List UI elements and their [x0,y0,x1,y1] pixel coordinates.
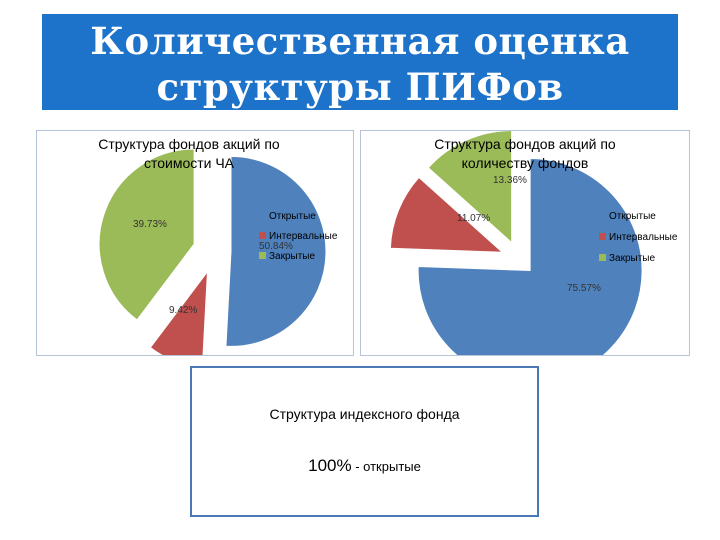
chart-panel-value: 50.84% 9.42% 39.73% Открытые Интервальные Зак… [36,130,354,356]
data-label-3: 39.73% [133,219,167,230]
legend-label-2: Интервальные [269,231,338,242]
chart-title: Структура фондов акций по стоимости ЧА [98,136,280,171]
index-fund-box: Структура индексного фонда 100% - открыт… [190,366,539,517]
pie-slice-1 [225,155,327,347]
pie-slice-2 [389,176,504,253]
index-fund-value: 100% - открытые [192,456,537,476]
legend-label-3: Закрытые [269,251,315,262]
chart-title: Структура фондов акций по количеству фонд… [434,136,616,171]
title-band [42,14,678,110]
legend-label-2: Интервальные [609,232,678,243]
slide-title-line-2: структуры ПИФов [156,65,564,109]
slide-title: Количественная оценка структуры ПИФов [42,18,678,110]
pie-slice-3 [98,148,195,321]
data-label-2: 11.07% [457,213,490,224]
legend-swatch-3 [259,252,266,259]
index-fund-type: - открытые [351,459,421,474]
chart-panel-count: 75.57% 11.07% 13.36% Открытые Интервальные За… [360,130,690,356]
data-label-1: 50.84% [259,241,293,252]
legend-label-1: Открытые [269,211,316,222]
pie-chart-value: 50.84% 9.42% 39.73% Открытые Интервальные Зак… [98,136,338,355]
index-fund-percent: 100% [308,456,352,475]
index-fund-title: Структура индексного фонда [269,406,460,422]
data-label-2: 9.42% [169,305,197,316]
pie-chart-count: 75.57% 11.07% 13.36% Открытые Интервальные За… [389,131,678,355]
legend-swatch-2 [259,232,266,239]
pie-slice-3 [427,131,513,244]
slide-title-line-1: Количественная оценка [90,19,630,63]
legend-swatch-1 [259,212,266,219]
pie-slice-2 [149,270,209,355]
pie-slice-1 [417,158,643,355]
legend-swatch-1 [599,212,606,219]
legend-label-1: Открытые [609,211,656,222]
data-label-3: 13.36% [493,175,527,186]
data-label-1: 75.57% [567,283,601,294]
legend-swatch-3 [599,254,606,261]
legend-label-3: Закрытые [609,253,655,264]
legend-swatch-2 [599,233,606,240]
